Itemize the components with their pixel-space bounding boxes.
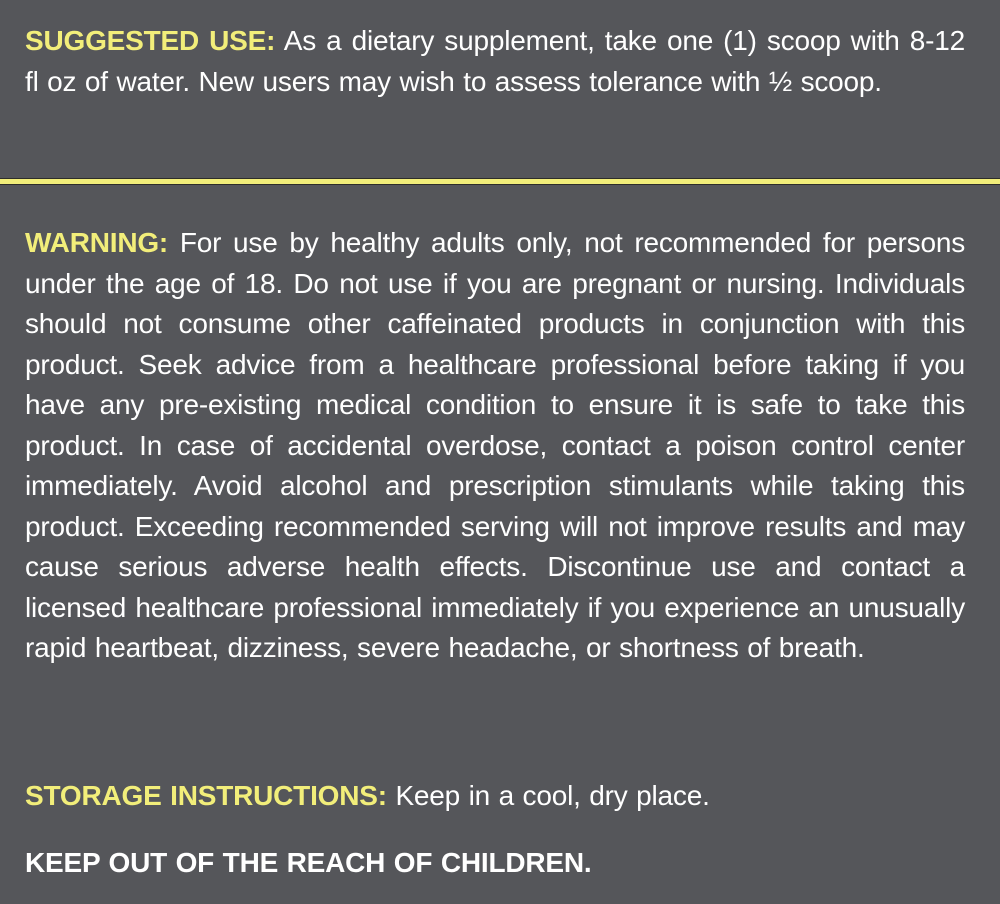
warning-label: WARNING:	[25, 227, 169, 258]
storage-section: STORAGE INSTRUCTIONS: Keep in a cool, dr…	[25, 776, 965, 817]
yellow-divider	[0, 178, 1000, 185]
keep-out-of-reach-notice: KEEP OUT OF THE REACH OF CHILDREN.	[25, 847, 592, 878]
suggested-use-section: SUGGESTED USE: As a dietary supplement, …	[25, 21, 965, 102]
storage-label: STORAGE INSTRUCTIONS:	[25, 780, 387, 811]
storage-text: Keep in a cool, dry place.	[386, 780, 710, 811]
warning-text: For use by healthy adults only, not reco…	[25, 227, 965, 663]
suggested-use-label: SUGGESTED USE:	[25, 25, 276, 56]
warning-section: WARNING: For use by healthy adults only,…	[25, 223, 965, 669]
suggested-use-text: As a dietary supplement, take one (1) sc…	[25, 25, 966, 97]
